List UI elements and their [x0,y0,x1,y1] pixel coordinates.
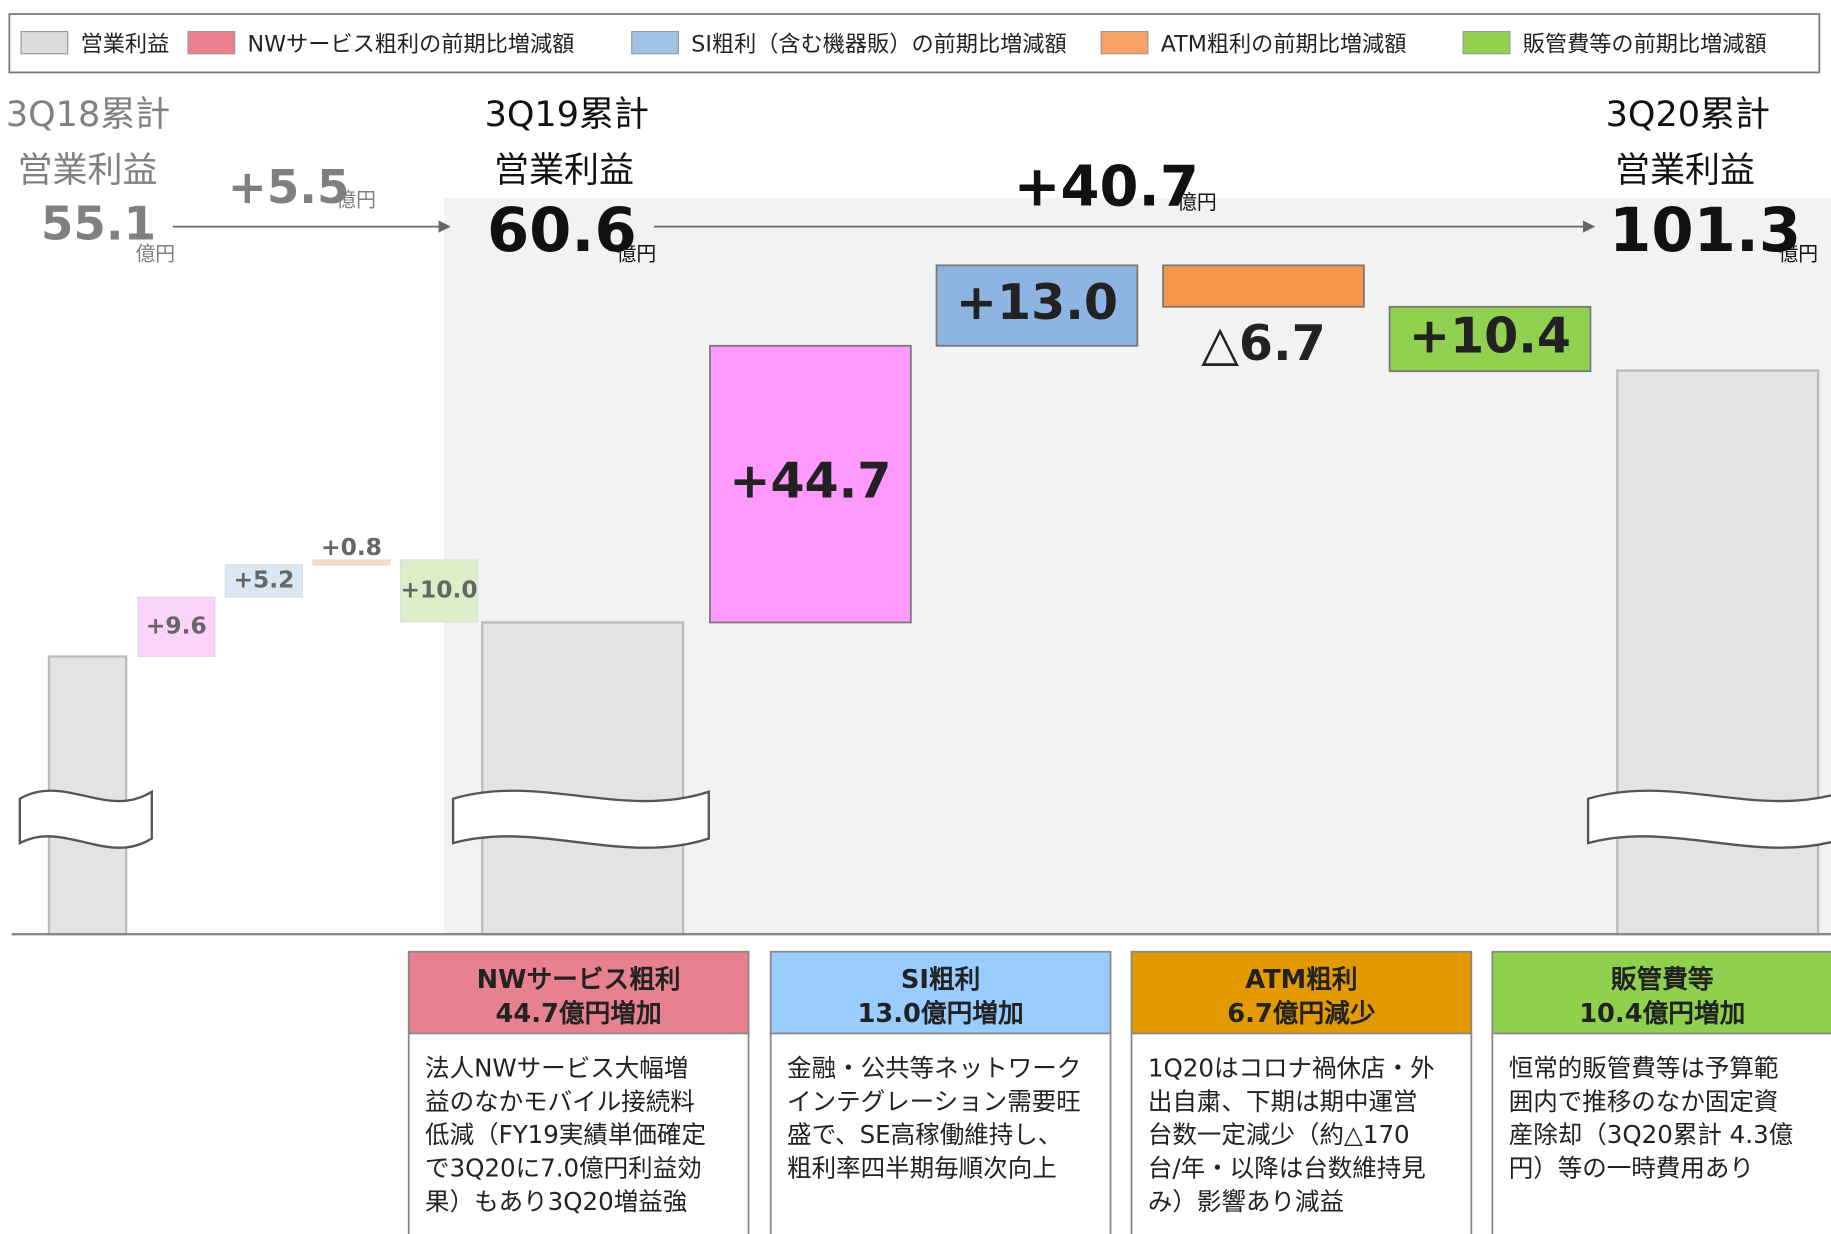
step-bar [1162,264,1365,308]
total-value: 60.6 [487,196,637,266]
total-bar [1616,369,1820,936]
total-unit: 億円 [1778,242,1818,265]
note-body [1491,1032,1831,1234]
note-header [407,950,750,1035]
step-bar [224,564,304,598]
legend-swatch [631,30,680,55]
axis-break [451,789,710,849]
note-line: み）影響あり減益 [1148,1187,1344,1216]
note-line: 盛で、SE高稼働維持し、 [787,1120,1062,1149]
legend-swatch [1100,30,1149,55]
note-line: 低減（FY19実績単価確定 [425,1120,706,1149]
note-header [1130,950,1473,1035]
note-body [1130,1032,1473,1234]
axis-break [1586,789,1831,849]
note-line: 恒常的販管費等は予算範 [1509,1054,1779,1083]
note-line: 台数一定減少（約△170 [1148,1120,1410,1149]
note-line: 法人NWサービス大幅増 [425,1054,688,1083]
legend-label: ATM粗利の前期比増減額 [1161,31,1407,57]
note-title: ATM粗利 [1245,965,1357,995]
period-label: 3Q18累計 [6,94,170,135]
step-bar [312,559,391,566]
note-subtitle: 13.0億円増加 [858,999,1024,1029]
note-header [1491,950,1831,1035]
total-unit: 億円 [617,242,657,265]
note-line: 粗利率四半期毎順次向上 [787,1154,1057,1183]
step-label: +9.6 [146,611,207,639]
period-label: 3Q19累計 [485,94,649,135]
note-line: インテグレーション需要旺 [787,1087,1081,1116]
total-value: 101.3 [1609,196,1801,266]
change-unit: 億円 [336,189,376,212]
note-line: 1Q20はコロナ禍休店・外 [1148,1054,1435,1083]
step-bar [137,596,216,658]
total-label: 営業利益 [1615,150,1755,191]
legend-swatch [20,30,69,55]
note-subtitle: 44.7億円増加 [496,999,662,1029]
note-line: で3Q20に7.0億円利益効 [425,1154,702,1183]
note-line: 益のなかモバイル接続料 [425,1087,695,1116]
note-line: 産除却（3Q20累計 4.3億 [1509,1120,1793,1149]
step-label: +5.2 [233,565,294,593]
legend-swatch [187,30,236,55]
change-value: +5.5 [228,161,350,215]
note-body [407,1032,750,1234]
period-label: 3Q20累計 [1606,94,1770,135]
legend-label: 営業利益 [81,31,170,57]
total-label: 営業利益 [18,150,158,191]
change-value: +40.7 [1014,155,1199,220]
note-line: 円）等の一時費用あり [1509,1154,1754,1183]
change-unit: 億円 [1177,191,1217,214]
note-line: 果）もあり3Q20増益強 [425,1187,687,1216]
step-label: +10.4 [1409,306,1571,364]
total-value: 55.1 [41,197,156,251]
step-label: △6.7 [1201,314,1326,372]
step-bar [1388,305,1592,373]
total-unit: 億円 [135,242,175,265]
axis-break [18,789,153,849]
note-line: 囲内で推移のなか固定資 [1509,1087,1779,1116]
note-title: NWサービス粗利 [477,965,681,995]
step-label: +13.0 [956,273,1118,331]
legend-label: SI粗利（含む機器販）の前期比増減額 [691,31,1066,57]
note-subtitle: 6.7億円減少 [1227,999,1376,1029]
note-line: 出自粛、下期は期中運営 [1148,1087,1418,1116]
step-label: +44.7 [729,452,891,510]
legend-swatch [1462,30,1511,55]
note-subtitle: 10.4億円増加 [1579,999,1745,1029]
legend-box [8,13,1821,74]
note-body [769,1032,1112,1234]
step-label: +0.8 [321,533,382,561]
note-title: SI粗利 [901,965,980,995]
note-header [769,950,1112,1035]
legend-label: 販管費等の前期比増減額 [1523,31,1767,57]
note-line: 金融・公共等ネットワーク [787,1054,1081,1083]
step-bar [935,264,1139,347]
total-bar [481,621,685,936]
step-label: +10.0 [400,575,477,603]
note-line: 台/年・以降は台数維持見 [1148,1154,1426,1183]
step-bar [709,344,912,624]
legend-label: NWサービス粗利の前期比増減額 [248,31,575,57]
note-title: 販管費等 [1611,964,1714,995]
total-label: 営業利益 [494,150,634,191]
step-bar [399,559,479,623]
